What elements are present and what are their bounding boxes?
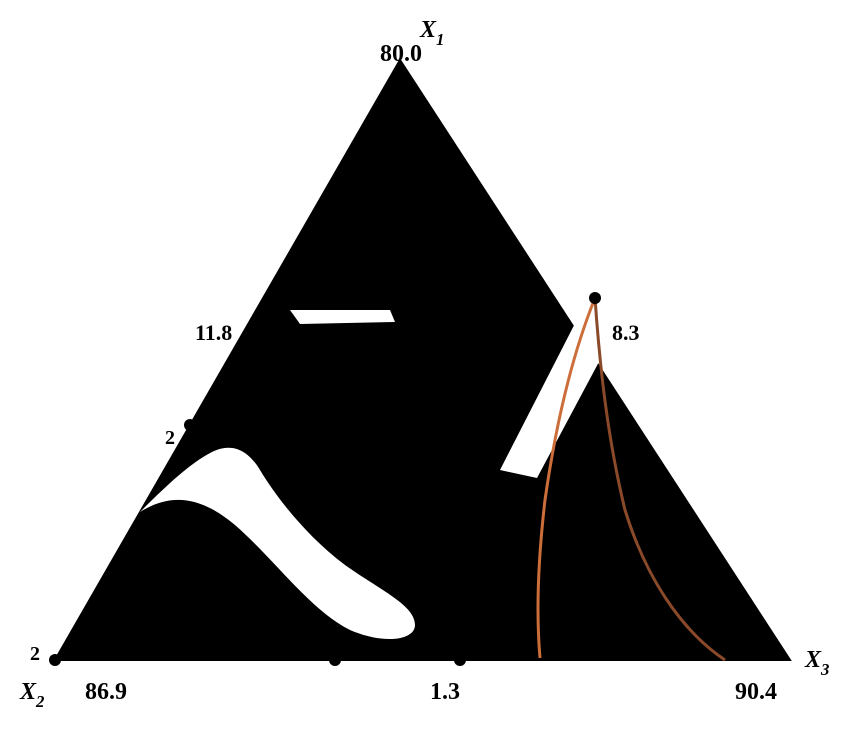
value-right-mid: 8.3	[612, 322, 640, 344]
ternary-svg	[0, 0, 854, 735]
value-left-low: 2	[165, 428, 175, 448]
value-bottom-left: 86.9	[85, 680, 127, 704]
value-left-corner: 2	[30, 644, 40, 664]
axis-label-x2: X2	[20, 680, 44, 709]
value-top: 80.0	[380, 42, 422, 66]
value-bottom-right: 90.4	[735, 680, 777, 704]
axis-label-x1: X1	[420, 18, 444, 47]
value-bottom-mid: 1.3	[430, 680, 460, 704]
value-left-mid: 11.8	[195, 322, 232, 344]
ternary-diagram: X1 X2 X3 80.0 11.8 8.3 2 2 86.9 1.3 90.4	[0, 0, 854, 735]
axis-label-x3: X3	[805, 648, 829, 677]
